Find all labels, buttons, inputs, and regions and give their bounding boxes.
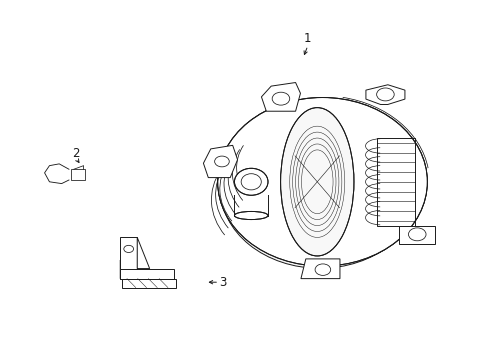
Polygon shape [261,82,300,111]
Ellipse shape [217,98,427,266]
FancyBboxPatch shape [120,269,173,279]
Ellipse shape [234,168,267,195]
Ellipse shape [234,211,267,220]
Ellipse shape [220,108,419,268]
Polygon shape [300,259,339,279]
Text: 1: 1 [304,32,311,45]
Polygon shape [203,145,237,177]
Ellipse shape [280,108,353,256]
FancyBboxPatch shape [71,169,85,180]
Bar [376,138,414,226]
Polygon shape [120,260,137,279]
Polygon shape [137,237,149,269]
Ellipse shape [219,104,422,267]
Text: 2: 2 [72,147,80,159]
Polygon shape [398,226,434,244]
Text: 3: 3 [219,276,226,289]
FancyBboxPatch shape [120,237,137,279]
Polygon shape [365,85,404,104]
Polygon shape [122,279,176,288]
